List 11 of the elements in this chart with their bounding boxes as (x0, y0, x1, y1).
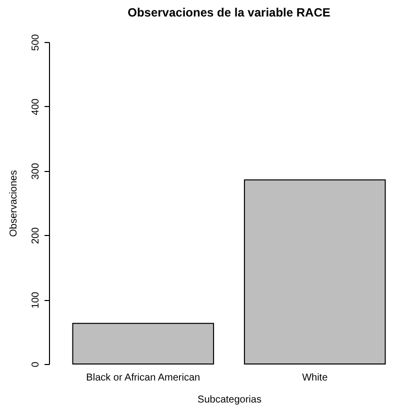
y-tick-label: 0 (30, 361, 42, 368)
x-tick-label: Black or African American (86, 372, 200, 384)
y-tick-label: 500 (30, 34, 42, 51)
y-axis-title: Observaciones (8, 170, 20, 237)
x-tick-label: White (302, 372, 328, 384)
y-tick-label: 200 (30, 226, 42, 244)
y-tick-label: 300 (30, 162, 42, 180)
chart-title: Observaciones de la variable RACE (128, 6, 330, 20)
y-tick-label: 400 (30, 98, 42, 116)
y-tick-label: 100 (30, 291, 42, 308)
x-axis-title: Subcategorias (198, 394, 262, 406)
